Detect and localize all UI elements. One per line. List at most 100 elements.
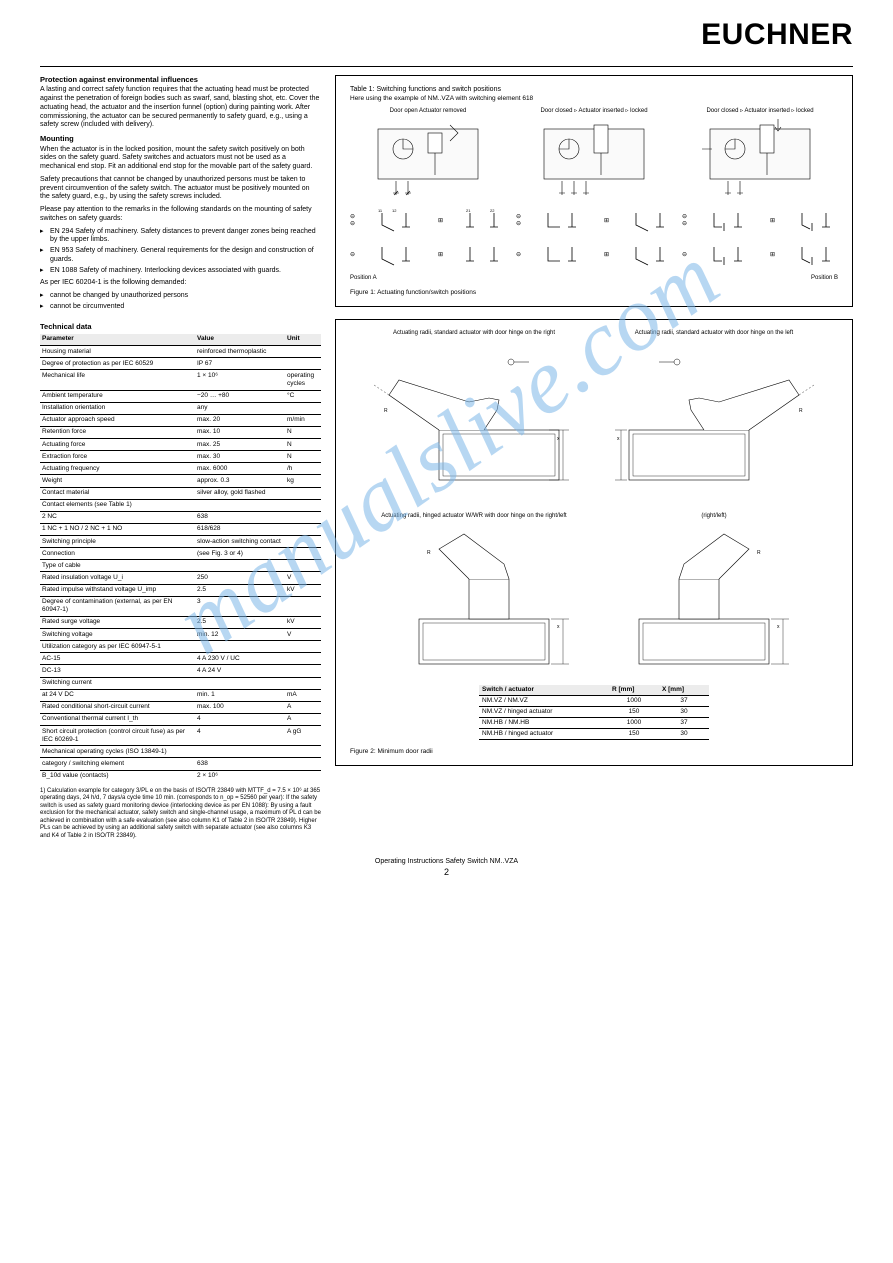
- mech-diagram-a: [368, 119, 488, 199]
- iec-item: cannot be changed by unauthorized person…: [50, 292, 188, 301]
- specs-row: 1 NC + 1 NO / 2 NC + 1 NO618/628: [40, 523, 321, 535]
- contact-closed-icon: [542, 207, 584, 233]
- door-row: NM.VZ / hinged actuator15030: [479, 706, 709, 717]
- fig2-cap-a: Actuating radii, standard actuator with …: [369, 330, 579, 337]
- svg-text:12: 12: [392, 208, 397, 213]
- fig1-label: Figure 1: Actuating function/switch posi…: [350, 289, 838, 296]
- sym-c-21: ⊞: [770, 217, 792, 224]
- contact-open-icon: [376, 241, 418, 267]
- specs-h2: Value: [195, 334, 285, 346]
- specs-row: Contact elements (see Table 1): [40, 499, 321, 511]
- specs-h3: Unit: [285, 334, 321, 346]
- fig2-label: Figure 2: Minimum door radii: [350, 748, 838, 755]
- protect-title: Protection against environmental influen…: [40, 75, 321, 84]
- specs-row: Actuator approach speedmax. 20m/min: [40, 414, 321, 426]
- fig1-sub: Here using the example of NM..VZA with s…: [350, 95, 838, 102]
- specs-title: Technical data: [40, 322, 321, 331]
- contact-open-icon: [796, 241, 838, 267]
- page-number: 2: [40, 867, 853, 877]
- sym-c2-11: ⊖: [682, 251, 704, 258]
- radii-svg-b: x R: [609, 340, 819, 490]
- door-row: NM.VZ / NM.VZ100037: [479, 695, 709, 706]
- sym-c-11: ⊖⊖: [682, 213, 704, 227]
- fig2-cap-b: Actuating radii, standard actuator with …: [609, 330, 819, 337]
- mount-p2: Safety precautions that cannot be change…: [40, 176, 321, 202]
- page-footer: Operating Instructions Safety Switch NM.…: [40, 858, 853, 865]
- specs-row: category / switching element638: [40, 758, 321, 770]
- specs-row: Switching principleslow-action switching…: [40, 536, 321, 548]
- safety-item: EN 1088 Safety of machinery. Interlockin…: [50, 267, 281, 276]
- specs-row: Connection(see Fig. 3 or 4): [40, 548, 321, 560]
- specs-row: Switching voltagemin. 12V: [40, 629, 321, 641]
- specs-row: Rated impulse withstand voltage U_imp2.5…: [40, 584, 321, 596]
- radii-svg-a: x R: [369, 340, 579, 490]
- mount-p1: When the actuator is in the locked posit…: [40, 146, 321, 172]
- specs-row: Mechanical operating cycles (ISO 13849-1…: [40, 746, 321, 758]
- safety-lead: Please pay attention to the remarks in t…: [40, 206, 321, 224]
- protect-body: A lasting and correct safety function re…: [40, 86, 321, 130]
- specs-row: Actuating forcemax. 25N: [40, 439, 321, 451]
- specs-row: Degree of protection as per IEC 60529IP …: [40, 358, 321, 370]
- contact-open-icon: [630, 241, 672, 267]
- svg-text:11: 11: [378, 208, 383, 213]
- specs-row: Housing materialreinforced thermoplastic: [40, 346, 321, 358]
- svg-text:22: 22: [490, 208, 495, 213]
- contact-closed-icon: [708, 207, 750, 233]
- right-column: Table 1: Switching functions and switch …: [335, 75, 853, 844]
- figure2-panel: Actuating radii, standard actuator with …: [335, 319, 853, 765]
- safety-item: EN 953 Safety of machinery. General requ…: [50, 247, 321, 265]
- svg-text:R: R: [384, 408, 388, 414]
- svg-text:x: x: [557, 436, 560, 442]
- iec-lead: As per IEC 60204-1 is the following dema…: [40, 279, 321, 288]
- specs-row: Rated conditional short-circuit currentm…: [40, 701, 321, 713]
- svg-text:R: R: [427, 550, 431, 556]
- note-body: Calculation example for category 3/PL e …: [40, 788, 321, 839]
- sym-b-11: ⊖⊖: [516, 213, 538, 227]
- positionB-label: Position B: [811, 275, 838, 281]
- fig2-cap-d: (right/left): [609, 513, 819, 520]
- svg-text:x: x: [777, 624, 780, 630]
- svg-text:x: x: [617, 436, 620, 442]
- mech-diagram-b: [534, 119, 654, 199]
- left-column: Protection against environmental influen…: [40, 75, 321, 844]
- specs-row: Conventional thermal current I_th4A: [40, 713, 321, 725]
- svg-text:x: x: [557, 624, 560, 630]
- specs-row: Mechanical life1 × 10⁶operating cycles: [40, 370, 321, 390]
- door-h3: X [mm]: [659, 685, 709, 696]
- specs-row: Extraction forcemax. 30N: [40, 451, 321, 463]
- specs-h1: Parameter: [40, 334, 195, 346]
- specs-row: AC-154 A 230 V / UC: [40, 653, 321, 665]
- door-h1: Switch / actuator: [479, 685, 609, 696]
- brand-logo: EUCHNER: [701, 18, 853, 52]
- sym-a2-21: ⊞: [438, 251, 460, 258]
- svg-text:R: R: [799, 408, 803, 414]
- specs-row: Installation orientationany: [40, 402, 321, 414]
- state-col-b: Door closed ▹ Actuator inserted ▹ locked…: [516, 108, 672, 267]
- sym-a-11: ⊖⊖: [350, 213, 372, 227]
- door-radii-table: Switch / actuator R [mm] X [mm] NM.VZ / …: [479, 685, 709, 740]
- specs-row: Weightapprox. 0.3kg: [40, 475, 321, 487]
- footnote: 1) Calculation example for category 3/PL…: [40, 788, 321, 841]
- specs-row: DC-134 A 24 V: [40, 665, 321, 677]
- safety-item: EN 294 Safety of machinery. Safety dista…: [50, 228, 321, 246]
- door-h2: R [mm]: [609, 685, 659, 696]
- specs-row: B_10d value (contacts)2 × 10⁶: [40, 770, 321, 782]
- contact-closed-icon: 21 22: [464, 207, 506, 233]
- positionA-label: Position A: [350, 275, 377, 281]
- state-head-c: Door closed ▹ Actuator inserted ▹ locked: [706, 108, 813, 115]
- state-col-a: Door open Actuator removed ⊖⊖: [350, 108, 506, 267]
- contact-open-icon: [630, 207, 672, 233]
- specs-row: Actuating frequencymax. 6000/h: [40, 463, 321, 475]
- specs-row: at 24 V DCmin. 1mA: [40, 689, 321, 701]
- specs-table: Parameter Value Unit Housing materialrei…: [40, 334, 321, 782]
- contact-closed-icon: [464, 241, 506, 267]
- specs-row: Degree of contamination (external, as pe…: [40, 596, 321, 616]
- svg-text:21: 21: [466, 208, 471, 213]
- specs-row: Rated surge voltage2.5kV: [40, 616, 321, 628]
- state-head-a: Door open Actuator removed: [390, 108, 467, 115]
- figure1-panel: Table 1: Switching functions and switch …: [335, 75, 853, 307]
- contact-closed-icon: [542, 241, 584, 267]
- fig2-cap-c: Actuating radii, hinged actuator W/WR wi…: [369, 513, 579, 520]
- state-head-b: Door closed ▹ Actuator inserted ▹ locked: [540, 108, 647, 115]
- specs-row: 2 NC638: [40, 511, 321, 523]
